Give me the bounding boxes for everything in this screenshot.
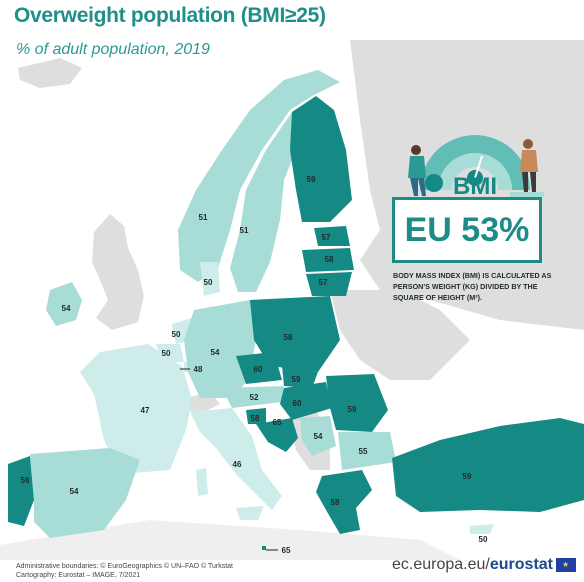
- bmi-gauge-arc: [420, 135, 530, 190]
- land-north-africa: [0, 520, 460, 560]
- scale-icon: [510, 192, 544, 197]
- region-slovenia: [246, 408, 266, 424]
- region-sweden: [230, 112, 300, 292]
- label-ireland: 54: [62, 304, 71, 313]
- label-slovakia: 59: [292, 375, 301, 384]
- label-lithuania: 57: [319, 278, 328, 287]
- credits: Administrative boundaries: © EuroGeograp…: [16, 562, 233, 580]
- region-bulgaria: [338, 432, 396, 470]
- label-malta: 65: [282, 546, 291, 555]
- eu-value-box: EU 53%: [392, 197, 542, 263]
- region-greece: [316, 470, 372, 534]
- apple-icon: [425, 174, 443, 192]
- map-subtitle: % of adult population, 2019: [16, 41, 210, 58]
- region-hungary: [280, 382, 332, 420]
- bmi-gauge-inner: [438, 153, 512, 190]
- brand-name: eurostat: [489, 556, 553, 573]
- credit-line-1: Administrative boundaries: © EuroGeograp…: [16, 563, 234, 570]
- land-ukraine-belarus: [330, 290, 470, 380]
- region-slovakia: [282, 366, 318, 388]
- label-turkey: 59: [463, 472, 472, 481]
- region-sardinia: [196, 468, 208, 496]
- label-netherlands: 50: [172, 330, 181, 339]
- label-poland: 58: [284, 333, 293, 342]
- region-spain: [30, 448, 140, 538]
- region-germany: [184, 300, 256, 398]
- label-france: 47: [141, 406, 150, 415]
- label-hungary: 60: [293, 399, 302, 408]
- credit-line-2: Cartography: Eurostat – IMAGE, 7/2021: [16, 572, 141, 579]
- label-croatia: 65: [273, 418, 282, 427]
- bmi-gauge-needle: [474, 155, 483, 179]
- label-romania: 59: [348, 405, 357, 414]
- label-portugal: 56: [21, 476, 30, 485]
- land-iceland: [18, 58, 82, 88]
- person-left-icon: [408, 145, 426, 196]
- region-latvia: [302, 248, 354, 272]
- eu-value: EU 53%: [404, 211, 530, 249]
- person-right-icon: [520, 139, 538, 192]
- region-romania: [326, 374, 388, 432]
- label-germany: 54: [211, 348, 220, 357]
- region-cyprus: [470, 524, 494, 534]
- region-denmark: [200, 262, 220, 296]
- label-sweden: 51: [240, 226, 249, 235]
- label-belgium: 50: [162, 349, 171, 358]
- region-austria: [222, 386, 284, 408]
- region-ireland: [46, 282, 82, 326]
- bmi-label: BMI: [453, 173, 497, 200]
- label-czechia: 60: [254, 365, 263, 374]
- label-norway: 51: [199, 213, 208, 222]
- label-estonia: 57: [322, 233, 331, 242]
- region-czechia: [236, 352, 282, 384]
- land-uk: [92, 214, 144, 330]
- region-norway: [178, 70, 340, 282]
- site-url: ec.europa.eu/: [392, 556, 490, 573]
- label-cyprus: 50: [479, 535, 488, 544]
- label-latvia: 58: [325, 255, 334, 264]
- region-turkey: [392, 418, 584, 512]
- region-france: [80, 344, 192, 474]
- label-greece: 58: [331, 498, 340, 507]
- label-slovenia: 58: [251, 414, 260, 423]
- map-title: Overweight population (BMI≥25): [14, 4, 326, 27]
- region-malta: [262, 546, 266, 550]
- label-italy: 46: [233, 460, 242, 469]
- eurostat-brand[interactable]: ec.europa.eu/eurostat: [392, 556, 576, 574]
- bmi-illustration: BMI: [408, 135, 544, 200]
- label-spain: 54: [70, 487, 79, 496]
- region-finland: [290, 96, 352, 222]
- region-portugal: [8, 456, 34, 526]
- region-lithuania: [306, 272, 352, 296]
- label-serbia: 54: [314, 432, 323, 441]
- region-italy: [190, 408, 282, 510]
- label-austria: 52: [250, 393, 259, 402]
- region-croatia: [256, 418, 298, 452]
- label-finland: 59: [307, 175, 316, 184]
- region-estonia: [314, 226, 350, 246]
- label-luxembourg: 48: [194, 365, 203, 374]
- label-denmark: 50: [204, 278, 213, 287]
- region-serbia: [300, 416, 336, 456]
- region-sicily: [236, 506, 264, 520]
- eu-flag-icon: [556, 557, 576, 572]
- label-bulgaria: 55: [359, 447, 368, 456]
- bmi-definition: Body mass index (BMI) is calculated as p…: [393, 271, 552, 302]
